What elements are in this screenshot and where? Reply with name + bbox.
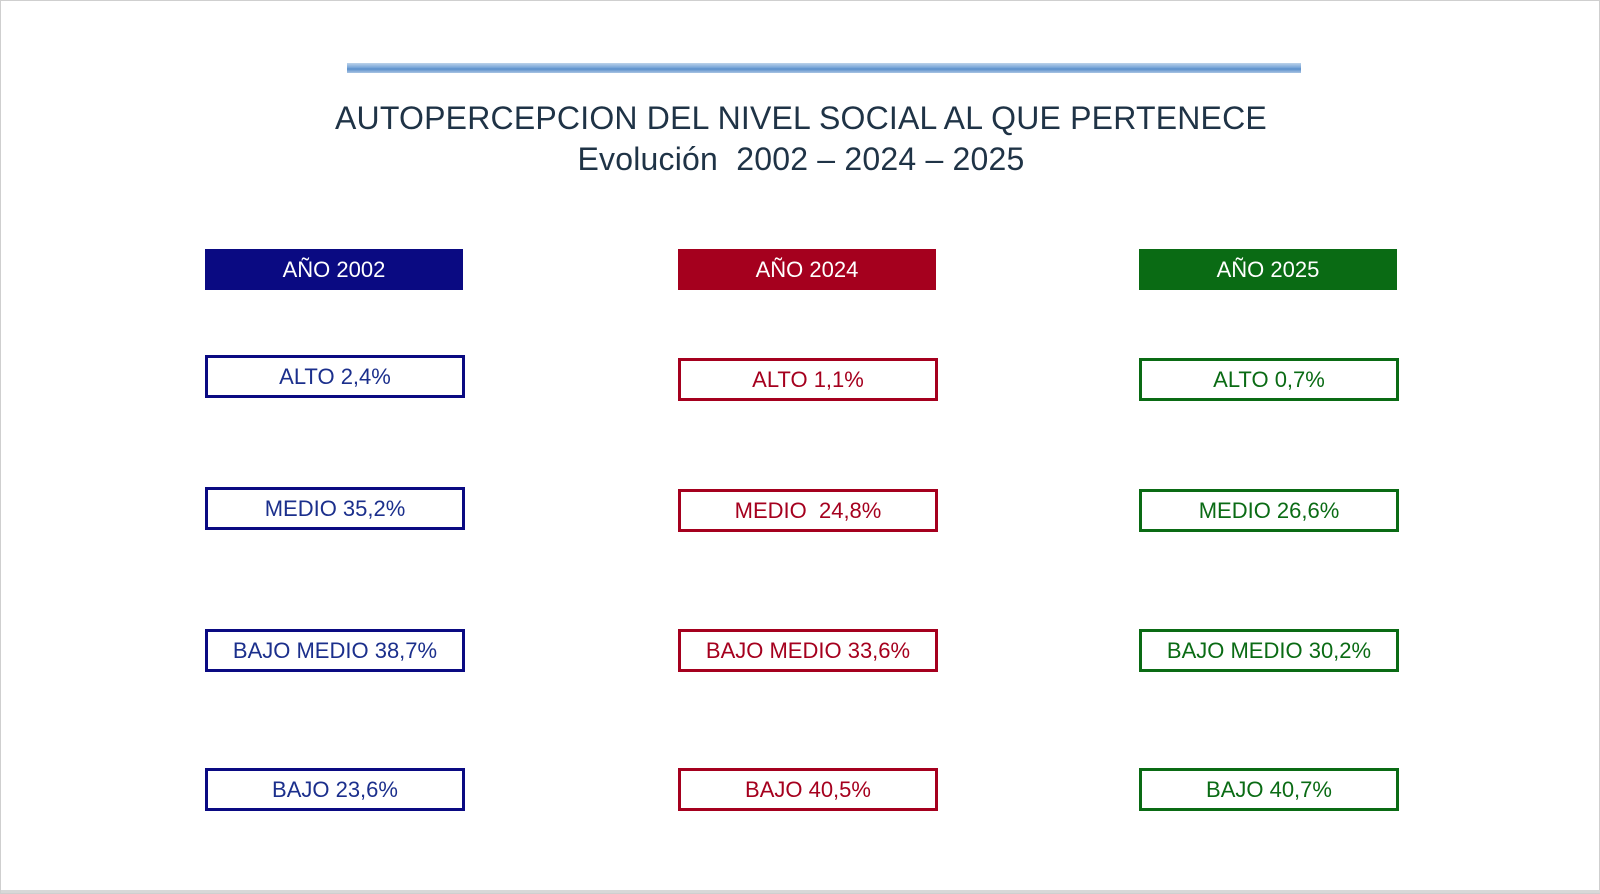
column-2024: AÑO 2024 ALTO 1,1% MEDIO 24,8% BAJO MEDI…: [678, 1, 938, 893]
slide-title: AUTOPERCEPCION DEL NIVEL SOCIAL AL QUE P…: [335, 100, 1267, 136]
level-box-bajo-2025: BAJO 40,7%: [1139, 768, 1399, 811]
year-header-2002: AÑO 2002: [205, 249, 463, 290]
level-box-medio-2024: MEDIO 24,8%: [678, 489, 938, 532]
level-box-bajo-medio-2024: BAJO MEDIO 33,6%: [678, 629, 938, 672]
bottom-edge: [1, 890, 1600, 893]
year-header-2024: AÑO 2024: [678, 249, 936, 290]
level-box-medio-2025: MEDIO 26,6%: [1139, 489, 1399, 532]
level-box-medio-2002: MEDIO 35,2%: [205, 487, 465, 530]
level-box-bajo-medio-2002: BAJO MEDIO 38,7%: [205, 629, 465, 672]
level-box-bajo-2002: BAJO 23,6%: [205, 768, 465, 811]
column-2002: AÑO 2002 ALTO 2,4% MEDIO 35,2% BAJO MEDI…: [205, 1, 465, 893]
level-box-alto-2024: ALTO 1,1%: [678, 358, 938, 401]
column-2025: AÑO 2025 ALTO 0,7% MEDIO 26,6% BAJO MEDI…: [1139, 1, 1399, 893]
level-box-alto-2025: ALTO 0,7%: [1139, 358, 1399, 401]
title-rule: [347, 63, 1301, 73]
level-box-bajo-2024: BAJO 40,5%: [678, 768, 938, 811]
level-box-bajo-medio-2025: BAJO MEDIO 30,2%: [1139, 629, 1399, 672]
level-box-alto-2002: ALTO 2,4%: [205, 355, 465, 398]
slide-subtitle: Evolución 2002 – 2024 – 2025: [577, 141, 1025, 177]
year-header-2025: AÑO 2025: [1139, 249, 1397, 290]
